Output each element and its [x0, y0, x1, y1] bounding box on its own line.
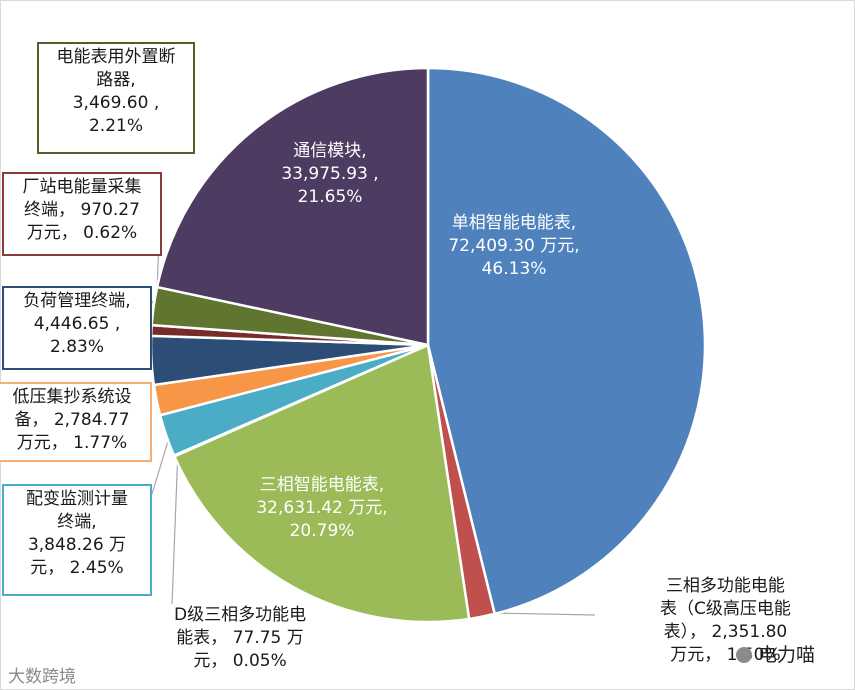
pie-slice [155, 66, 430, 347]
pie-slice [172, 343, 471, 624]
data-label-line: 厂站电能量采集 [22, 177, 142, 197]
leader-line [151, 434, 171, 495]
brand-text: 电力喵 [758, 644, 816, 666]
data-label: 电能表用外置断 路器, 3,469.60 , 2.21% [37, 42, 195, 154]
data-label: 负荷管理终端, 4,446.65 , 2.83% [2, 286, 152, 370]
brand-watermark: 电力喵 [736, 640, 815, 667]
data-label: 低压集抄系统设 备， 2,784.77 万元， 1.77% [0, 382, 152, 462]
data-label: 通信模块, 33,975.93 , 21.65% [281, 140, 378, 209]
pie-slices [149, 66, 707, 624]
data-label-line: 万元， 1.50% [670, 645, 781, 665]
data-label: 单相智能电能表, 72,409.30 万元, 46.13% [448, 212, 579, 281]
wechat-icon [736, 647, 752, 663]
data-label: 三相智能电能表, 32,631.42 万元, 20.79% [256, 474, 387, 543]
data-label-line: 4,446.65 , [33, 314, 121, 334]
watermark-left: 大数跨境 [8, 662, 76, 687]
data-label: 厂站电能量采集 终端， 970.27 万元， 0.62% [2, 172, 162, 256]
data-label-line: 2.83% [49, 337, 104, 357]
data-label-line: 终端, [57, 512, 97, 532]
data-label-line: 2.21% [88, 116, 143, 136]
data-label-line: 单相智能电能表, [451, 213, 577, 233]
data-label-line: 三相智能电能表, [259, 475, 385, 495]
data-label-line: 72,409.30 万元, [448, 236, 580, 256]
data-label-line: 三相多功能电能 [665, 576, 785, 596]
data-label-line: 46.13% [481, 259, 547, 279]
data-label-line: 20.79% [289, 521, 355, 541]
data-label-line: 表）， 2,351.80 [663, 622, 788, 642]
data-label-line: 负荷管理终端, [23, 291, 131, 311]
data-label-line: 能表， 77.75 万 [176, 628, 304, 648]
data-label-line: 32,631.42 万元, [256, 498, 388, 518]
data-label-line: 3,848.26 万 [27, 535, 127, 555]
data-label-line: 21.65% [297, 187, 363, 207]
data-label-line: 万元， 1.77% [16, 433, 128, 453]
data-label-line: 万元， 0.62% [26, 223, 138, 243]
pie-slice [426, 66, 707, 616]
data-label-line: 路器, [96, 70, 136, 90]
data-label: 三相多功能电能 表（C级高压电能 表）， 2,351.80 万元， 1.50% [660, 575, 791, 667]
data-label-line: 3,469.60 , [72, 93, 160, 113]
data-label-line: 低压集抄系统设 [12, 387, 132, 407]
leader-line [171, 454, 179, 605]
data-label-line: 终端， 970.27 [24, 200, 140, 220]
data-label-line: D级三相多功能电 [174, 605, 307, 625]
data-label: 配变监测计量 终端, 3,848.26 万元， 2.45% [2, 484, 152, 596]
data-label-line: 元， 0.05% [193, 651, 287, 671]
data-label-line: 备， 2,784.77 [14, 410, 130, 430]
data-label-line: 电能表用外置断 [56, 47, 176, 67]
data-label-line: 元， 2.45% [30, 558, 124, 578]
data-label-line: 33,975.93 , [281, 164, 379, 184]
data-label-line: 通信模块, [293, 141, 367, 161]
data-label-line: 配变监测计量 [26, 489, 128, 509]
watermark-left-text: 大数跨境 [8, 667, 76, 687]
data-label: D级三相多功能电 能表， 77.75 万元， 0.05% [174, 604, 306, 673]
data-label-line: 表（C级高压电能 [660, 599, 791, 619]
